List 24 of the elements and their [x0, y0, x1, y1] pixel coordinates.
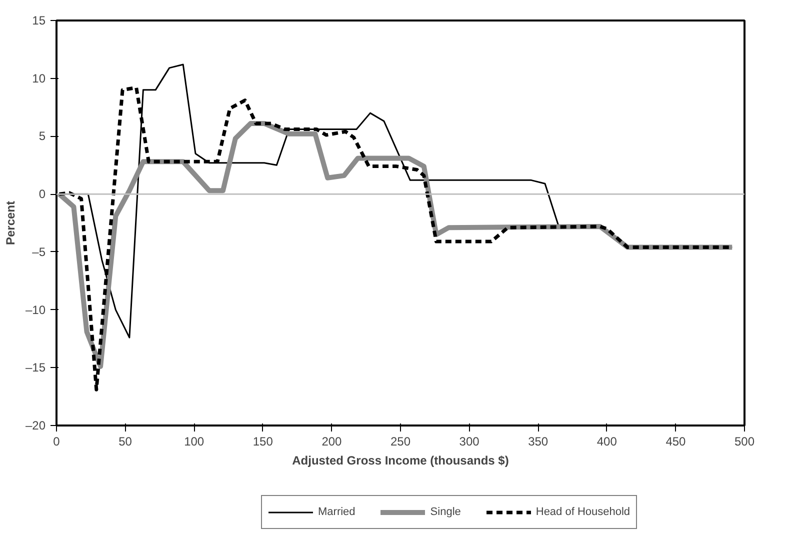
x-tick-label: 300: [459, 434, 480, 448]
x-tick-label: 400: [596, 434, 618, 448]
y-tick-label: –20: [25, 418, 46, 432]
x-axis-title: Adjusted Gross Income (thousands $): [292, 454, 509, 468]
legend-label: Head of Household: [536, 506, 630, 518]
y-axis-title: Percent: [3, 200, 18, 246]
x-tick-label: 0: [53, 434, 60, 448]
x-tick-label: 200: [322, 434, 342, 448]
x-tick-label: 250: [390, 434, 411, 448]
y-tick-label: 0: [38, 187, 46, 202]
y-tick-label: 15: [32, 14, 46, 28]
y-tick-label: –5: [32, 244, 46, 259]
x-tick-label: 50: [118, 434, 132, 448]
x-tick-label: 350: [528, 434, 548, 448]
y-tick-label: –10: [25, 302, 46, 317]
x-tick-label: 450: [666, 434, 686, 448]
legend-label: Single: [430, 506, 461, 518]
y-tick-label: 5: [38, 129, 46, 144]
y-tick-label: 10: [32, 71, 46, 86]
x-tick-label: 100: [184, 434, 204, 448]
y-tick-label: –15: [25, 360, 46, 375]
x-tick-label: 500: [734, 434, 755, 448]
legend-label: Married: [318, 506, 356, 518]
x-tick-label: 150: [252, 434, 274, 448]
